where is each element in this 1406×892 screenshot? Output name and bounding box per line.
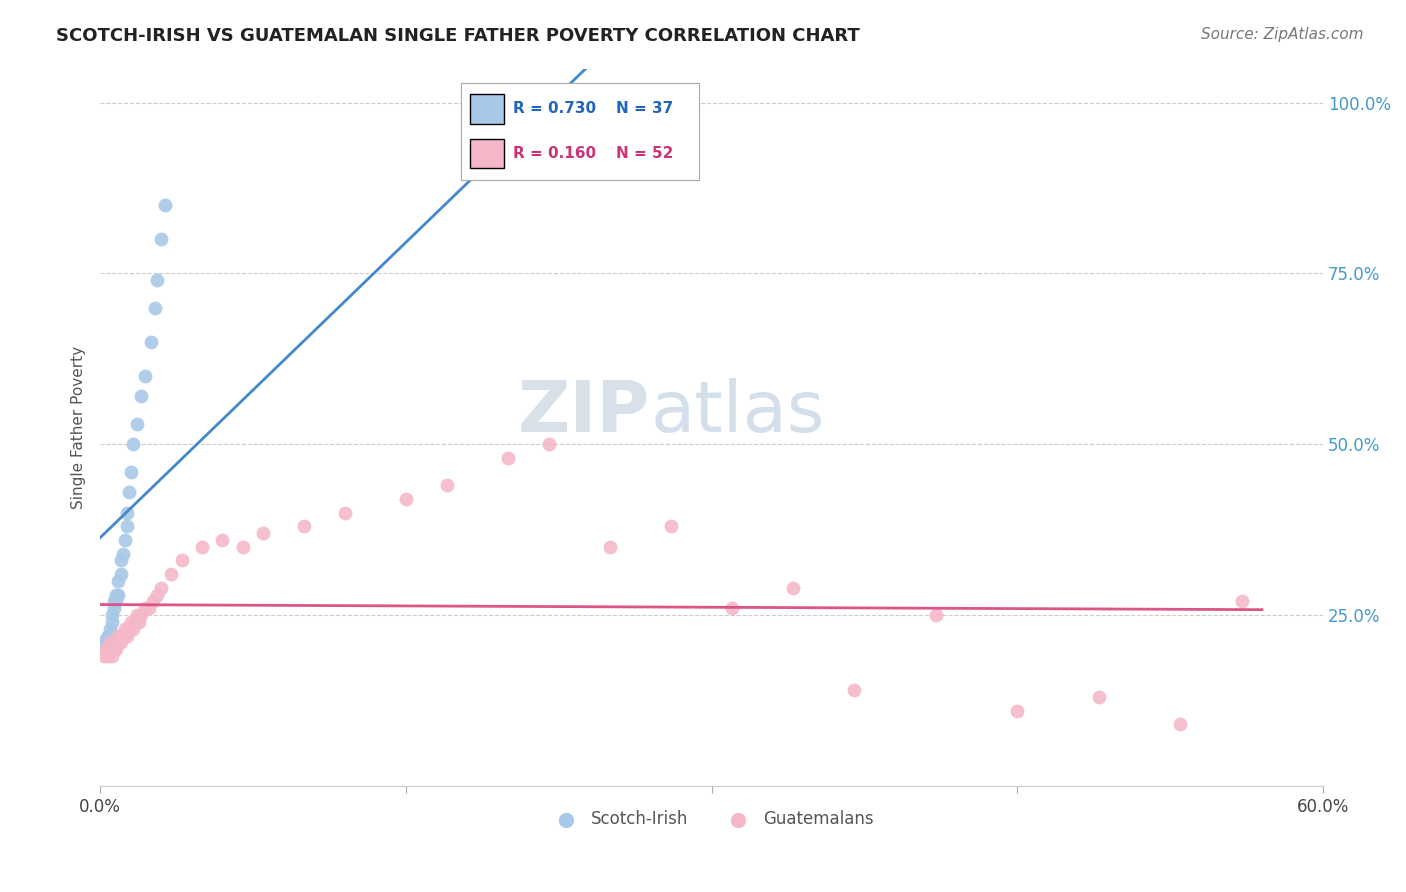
Point: [160, 567, 183, 582]
Point: [129, 607, 152, 622]
Point: [659, 519, 682, 533]
Point: [121, 622, 143, 636]
Text: Source: ZipAtlas.com: Source: ZipAtlas.com: [1201, 27, 1364, 42]
Point: [120, 615, 142, 629]
Point: [101, 642, 124, 657]
Point: [101, 615, 124, 629]
Point: [93, 635, 115, 649]
Point: [103, 642, 125, 657]
Point: [105, 642, 128, 657]
Point: [103, 601, 125, 615]
Point: [115, 506, 138, 520]
Point: [232, 540, 254, 554]
Point: [925, 607, 948, 622]
Point: [146, 273, 169, 287]
Point: [129, 389, 152, 403]
Point: [110, 628, 132, 642]
Point: [111, 547, 134, 561]
Point: [138, 601, 160, 615]
Point: [120, 465, 142, 479]
Point: [111, 628, 134, 642]
Point: [110, 553, 132, 567]
Point: [103, 642, 125, 657]
Text: ZIP: ZIP: [519, 378, 651, 447]
Point: [98, 622, 121, 636]
Point: [150, 232, 173, 246]
Point: [155, 198, 177, 212]
Point: [107, 574, 129, 588]
Point: [541, 116, 564, 130]
Point: [1088, 690, 1111, 704]
Point: [110, 567, 132, 582]
Text: atlas: atlas: [651, 378, 825, 447]
Point: [103, 594, 125, 608]
Legend: Scotch-Irish, Guatemalans: Scotch-Irish, Guatemalans: [543, 804, 880, 835]
Point: [97, 648, 120, 663]
Point: [93, 648, 115, 663]
Point: [134, 601, 156, 615]
Point: [139, 334, 162, 349]
Point: [98, 635, 121, 649]
Point: [118, 622, 141, 636]
Point: [506, 109, 529, 123]
Point: [721, 601, 744, 615]
Point: [118, 485, 141, 500]
Point: [1170, 717, 1192, 731]
Point: [114, 533, 136, 547]
Point: [134, 368, 156, 383]
Point: [170, 553, 193, 567]
Point: [96, 642, 118, 657]
Point: [517, 116, 540, 130]
Point: [142, 594, 165, 608]
Point: [107, 628, 129, 642]
Point: [105, 587, 128, 601]
Point: [96, 632, 118, 646]
Point: [292, 519, 315, 533]
Point: [124, 615, 146, 629]
Point: [115, 519, 138, 533]
Point: [150, 581, 173, 595]
Point: [844, 683, 866, 698]
Y-axis label: Single Father Poverty: Single Father Poverty: [72, 345, 86, 508]
Point: [105, 635, 128, 649]
Point: [496, 450, 519, 465]
Point: [97, 628, 120, 642]
Point: [333, 506, 356, 520]
Point: [110, 635, 132, 649]
Point: [599, 540, 621, 554]
Point: [1230, 594, 1253, 608]
Point: [101, 648, 124, 663]
Point: [98, 628, 121, 642]
Point: [128, 615, 150, 629]
Text: SCOTCH-IRISH VS GUATEMALAN SINGLE FATHER POVERTY CORRELATION CHART: SCOTCH-IRISH VS GUATEMALAN SINGLE FATHER…: [56, 27, 860, 45]
Point: [537, 437, 560, 451]
Point: [107, 587, 129, 601]
Point: [436, 478, 458, 492]
Point: [146, 587, 169, 601]
Point: [101, 607, 124, 622]
Point: [105, 594, 128, 608]
Point: [125, 417, 148, 431]
Point: [562, 109, 585, 123]
Point: [107, 635, 129, 649]
Point: [252, 526, 274, 541]
Point: [191, 540, 214, 554]
Point: [211, 533, 233, 547]
Point: [114, 622, 136, 636]
Point: [121, 437, 143, 451]
Point: [782, 581, 804, 595]
Point: [609, 123, 631, 137]
Point: [533, 109, 555, 123]
Point: [1007, 704, 1029, 718]
Point: [143, 301, 166, 315]
Point: [395, 491, 418, 506]
Point: [486, 116, 509, 130]
Point: [98, 642, 121, 657]
Point: [125, 607, 148, 622]
Point: [115, 628, 138, 642]
